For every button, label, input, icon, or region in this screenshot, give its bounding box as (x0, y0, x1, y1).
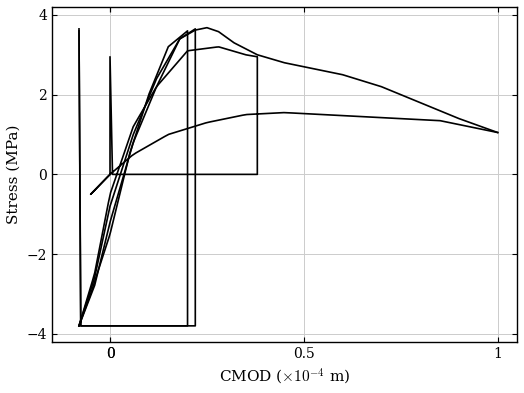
X-axis label: CMOD ($\times 10^{-4}$ m): CMOD ($\times 10^{-4}$ m) (219, 366, 350, 386)
Y-axis label: Stress (MPa): Stress (MPa) (7, 125, 21, 224)
